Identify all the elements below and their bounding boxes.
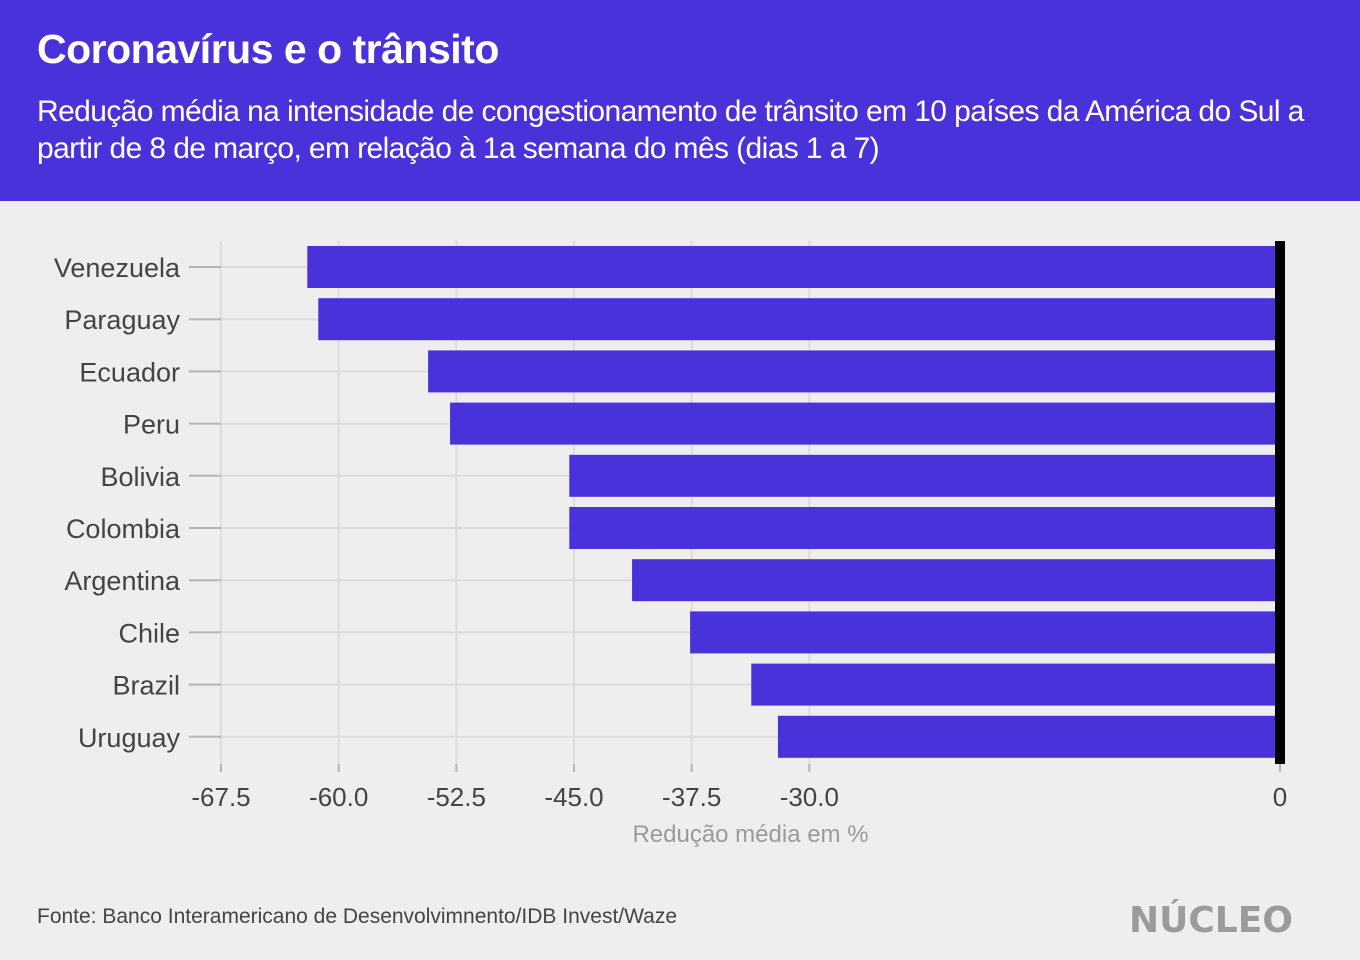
source-note: Fonte: Banco Interamericano de Desenvolv… bbox=[37, 905, 678, 928]
x-tick-label: -67.5 bbox=[191, 782, 250, 812]
chart-title: Coronavírus e o trânsito bbox=[37, 26, 499, 72]
category-label: Argentina bbox=[64, 566, 181, 596]
bar-brazil bbox=[751, 663, 1275, 706]
category-label: Peru bbox=[123, 410, 180, 440]
x-axis-ticks: -67.5 -60.0 -52.5 -45.0 -37.5 -30.0 0 bbox=[191, 764, 1287, 812]
bars bbox=[307, 246, 1276, 758]
category-label: Colombia bbox=[66, 514, 181, 544]
bar-paraguay bbox=[318, 298, 1275, 341]
x-axis-title: Redução média em % bbox=[632, 821, 868, 848]
category-label: Brazil bbox=[112, 671, 180, 701]
x-tick-label: -37.5 bbox=[662, 782, 721, 812]
x-tick-label: -60.0 bbox=[309, 782, 368, 812]
category-labels: Venezuela Paraguay Ecuador Peru Bolivia Colom… bbox=[54, 253, 181, 753]
bar-peru bbox=[450, 402, 1276, 445]
bar-venezuela bbox=[307, 246, 1275, 288]
category-label: Bolivia bbox=[100, 462, 181, 492]
category-label: Chile bbox=[118, 618, 180, 648]
x-tick-label: 0 bbox=[1273, 782, 1287, 812]
chart-subtitle: Redução média na intensidade de congesti… bbox=[37, 95, 1304, 165]
x-tick-label: -52.5 bbox=[427, 782, 486, 812]
zero-line-group bbox=[1275, 241, 1285, 764]
bar-bolivia bbox=[569, 454, 1275, 497]
x-tick-label: -45.0 bbox=[544, 782, 603, 812]
bar-colombia bbox=[569, 507, 1275, 549]
zero-line bbox=[1275, 241, 1285, 764]
bar-chile bbox=[690, 611, 1275, 654]
x-tick-label: -30.0 bbox=[780, 782, 839, 812]
category-label: Ecuador bbox=[79, 357, 180, 387]
bar-uruguay bbox=[777, 715, 1275, 758]
category-label: Venezuela bbox=[54, 253, 181, 283]
nucleo-logo: NÚCLEO bbox=[1129, 900, 1293, 941]
bar-argentina bbox=[632, 559, 1275, 602]
category-label: Uruguay bbox=[78, 723, 181, 753]
category-label: Paraguay bbox=[64, 305, 180, 335]
header-banner: Coronavírus e o trânsito Redução média n… bbox=[0, 0, 1360, 201]
bar-ecuador bbox=[428, 350, 1275, 393]
